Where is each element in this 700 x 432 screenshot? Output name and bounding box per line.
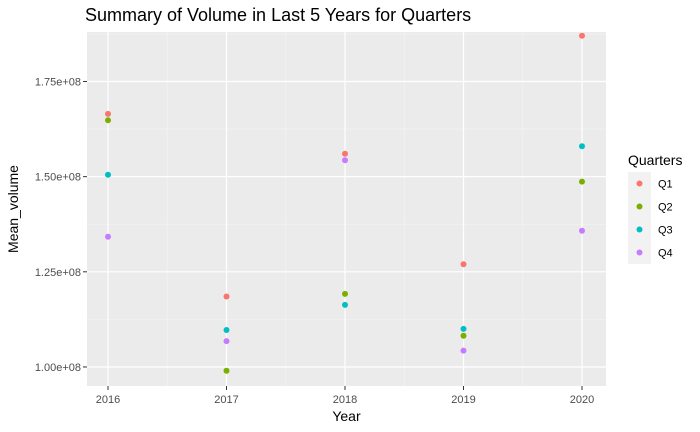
x-tick-label: 2017 — [214, 394, 238, 406]
legend-label-q2: Q2 — [658, 202, 673, 214]
data-point-q1 — [460, 261, 467, 268]
data-point-q3 — [223, 327, 230, 334]
data-point-q2 — [105, 117, 111, 124]
data-point-q2 — [579, 178, 585, 185]
minor-gridlines — [87, 32, 606, 386]
x-tick-label: 2019 — [451, 394, 475, 406]
data-point-q2 — [342, 290, 348, 297]
x-tick-label: 2020 — [570, 394, 594, 406]
y-axis-title: Mean_volume — [5, 165, 21, 253]
x-tick-label: 2016 — [96, 394, 120, 406]
legend-key-q2 — [636, 203, 643, 210]
data-point-q4 — [460, 347, 467, 354]
data-point-q1 — [579, 32, 585, 39]
data-point-q3 — [342, 301, 348, 308]
y-tick-label: 1.50e+08 — [35, 172, 81, 184]
data-point-q1 — [105, 110, 111, 117]
data-point-q2 — [223, 367, 230, 374]
data-point-q3 — [579, 143, 585, 150]
legend-key-q3 — [636, 226, 643, 233]
y-axis: 1.00e+08 1.25e+08 1.50e+08 1.75e+08 — [35, 76, 87, 374]
x-axis: 2016 2017 2018 2019 2020 — [96, 386, 594, 406]
chart-title: Summary of Volume in Last 5 Years for Qu… — [85, 5, 471, 25]
data-points — [105, 32, 585, 374]
data-point-q4 — [342, 157, 348, 164]
data-point-q3 — [105, 171, 111, 178]
data-point-q1 — [223, 293, 230, 300]
data-point-q2 — [460, 332, 467, 339]
legend-label-q3: Q3 — [658, 225, 673, 237]
plot-panel — [87, 32, 606, 386]
legend-key-q4 — [636, 249, 643, 256]
data-point-q1 — [342, 150, 348, 157]
x-tick-label: 2018 — [333, 394, 357, 406]
data-point-q4 — [223, 338, 230, 345]
legend-label-q1: Q1 — [658, 179, 673, 191]
data-point-q3 — [460, 325, 467, 332]
major-gridlines — [87, 32, 606, 386]
legend: Quarters Q1 Q2 Q3 Q4 — [628, 152, 682, 264]
data-point-q4 — [579, 227, 585, 234]
y-tick-label: 1.00e+08 — [35, 362, 81, 374]
legend-label-q4: Q4 — [658, 248, 673, 260]
legend-title: Quarters — [628, 152, 682, 168]
legend-key-q1 — [636, 180, 643, 187]
data-point-q4 — [105, 233, 111, 240]
y-tick-label: 1.75e+08 — [35, 76, 81, 88]
y-tick-label: 1.25e+08 — [35, 267, 81, 279]
x-axis-title: Year — [332, 408, 361, 424]
